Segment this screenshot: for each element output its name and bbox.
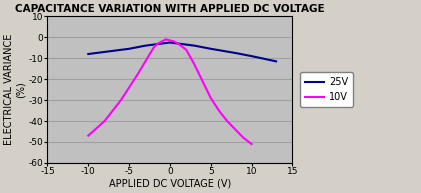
10V (155, 42, 160, 45)
10V (192, 63, 197, 66)
10V (102, 120, 107, 122)
10V (118, 99, 123, 101)
25V (102, 51, 107, 53)
Title: CAPACITANCE VARIATION WITH APPLIED DC VOLTAGE: CAPACITANCE VARIATION WITH APPLIED DC VO… (15, 4, 325, 14)
10V (171, 40, 176, 43)
Line: 25V: 25V (88, 42, 276, 61)
25V (208, 48, 213, 50)
10V (86, 135, 91, 137)
10V (200, 80, 205, 82)
10V (224, 120, 229, 122)
X-axis label: APPLIED DC VOLTAGE (V): APPLIED DC VOLTAGE (V) (109, 179, 231, 189)
10V (208, 97, 213, 99)
10V (249, 143, 254, 145)
25V (143, 44, 148, 47)
10V (241, 137, 246, 139)
25V (159, 42, 164, 45)
10V (168, 39, 173, 41)
10V (184, 49, 189, 51)
Legend: 25V, 10V: 25V, 10V (300, 72, 353, 107)
10V (233, 128, 238, 130)
25V (168, 41, 173, 44)
10V (176, 42, 181, 45)
25V (192, 44, 197, 47)
10V (163, 38, 168, 41)
25V (127, 48, 132, 50)
10V (216, 109, 221, 112)
25V (86, 53, 91, 55)
10V (135, 74, 140, 76)
25V (274, 60, 279, 63)
25V (176, 42, 181, 45)
10V (151, 47, 156, 49)
25V (249, 55, 254, 57)
10V (159, 40, 164, 43)
25V (184, 43, 189, 46)
Line: 10V: 10V (88, 39, 252, 144)
Y-axis label: ELECTRICAL VARIANCE
(%): ELECTRICAL VARIANCE (%) (4, 34, 26, 145)
25V (233, 52, 238, 54)
25V (151, 43, 156, 46)
